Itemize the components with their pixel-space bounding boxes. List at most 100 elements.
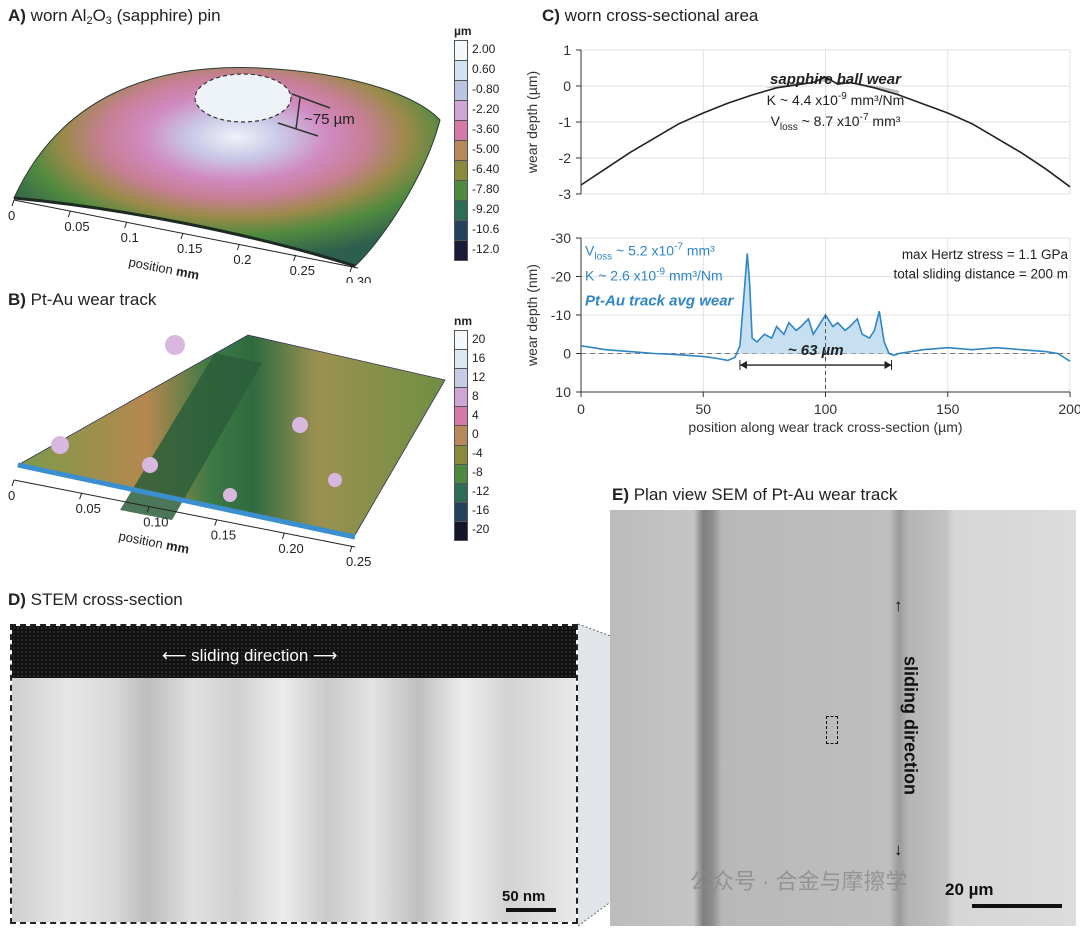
x-axis-label: position along wear track cross-section … xyxy=(688,419,962,435)
colorbar-tick-label: -20 xyxy=(472,522,490,537)
colorbar-cell xyxy=(454,240,468,261)
y-tick-label: -20 xyxy=(551,269,571,285)
colorbar-a: µm 2.00 0.60 -0.80 -2.20 -3.60 -5.00 -6.40 -7.8… xyxy=(454,24,504,270)
arrow-down-icon: ↓ xyxy=(894,840,903,859)
asperity xyxy=(51,436,69,454)
panel-b-surface: 0 0.05 0.10 0.15 0.20 0.25 position mm xyxy=(8,334,446,569)
axis-tick-label: 0.05 xyxy=(76,501,101,516)
stem-scale-bar xyxy=(506,908,556,912)
axis-tick xyxy=(67,210,71,218)
axis-tick xyxy=(11,199,15,207)
arrow-right-icon: ⟶ xyxy=(308,646,338,665)
colorbar-cell xyxy=(454,444,468,465)
dim-line-vertical xyxy=(295,97,301,130)
colorbar-cell xyxy=(454,501,468,522)
colorbar-b: nm 20 16 12 8 4 0 -4 -8 -12 -16 -20 xyxy=(454,314,504,550)
x-tick-label: 200 xyxy=(1058,401,1080,417)
axis-tick xyxy=(79,493,83,500)
colorbar-tick-label: -12 xyxy=(472,484,490,499)
track-edge xyxy=(17,462,356,540)
colorbar-tick-label: -9.20 xyxy=(472,202,500,216)
y-tick-label: -3 xyxy=(559,186,572,202)
y-axis-label: wear depth (nm) xyxy=(524,264,540,367)
width-label: ~ 63 µm xyxy=(788,342,844,359)
colorbar-tick-label: -4 xyxy=(472,446,483,461)
panel-a-title: A) worn Al2O3 (sapphire) pin xyxy=(8,6,221,27)
panel-a-axis xyxy=(13,199,359,269)
axis-tick xyxy=(214,519,218,526)
colorbar-cell xyxy=(454,387,468,408)
axis-tick-label: 0 xyxy=(8,208,15,223)
y-tick-label: 0 xyxy=(563,78,571,94)
annotation-k: K ~ 2.6 x10-9 mm³/Nm xyxy=(585,266,723,283)
asperity xyxy=(142,457,158,473)
colorbar-cell xyxy=(454,40,468,61)
colorbar-tick-label: -5.00 xyxy=(472,142,500,156)
colorbar-cell xyxy=(454,520,468,541)
arrow-up-icon: ↑ xyxy=(894,596,903,615)
x-tick-label: 150 xyxy=(936,401,960,417)
axis-tick xyxy=(349,265,353,273)
axis-tick-label: 0.30 xyxy=(346,274,371,283)
x-tick-label: 0 xyxy=(577,401,585,417)
colorbar-tick-label: -6.40 xyxy=(472,162,500,176)
x-tick-label: 100 xyxy=(814,401,838,417)
wear-area-fill xyxy=(739,253,890,354)
colorbar-tick-label: -10.6 xyxy=(472,222,500,236)
axis-tick-label: 0 xyxy=(8,488,15,503)
annotation-k: K ~ 4.4 x10-9 mm³/Nm xyxy=(767,91,905,108)
asperity xyxy=(328,473,342,487)
arrow-left-icon xyxy=(739,361,747,370)
y-tick-label: -1 xyxy=(559,114,572,130)
pin-surface-edge xyxy=(13,196,356,268)
annotation-title: sapphire ball wear xyxy=(770,71,902,88)
colorbar-b-unit: nm xyxy=(454,314,472,328)
colorbar-tick-label: 0.60 xyxy=(472,62,496,76)
axis-tick-label: 0.15 xyxy=(211,528,236,543)
axis-tick xyxy=(11,479,15,487)
dim-line-bottom xyxy=(277,122,319,137)
colorbar-cell xyxy=(454,482,468,503)
stem-scale-label: 50 nm xyxy=(502,888,546,905)
axis-tick xyxy=(349,545,353,553)
stem-protective-layer xyxy=(12,626,576,678)
stem-image: ⟵ sliding direction ⟶ 50 nm xyxy=(10,624,578,924)
asperity xyxy=(223,488,237,502)
axis-tick-label: 0.05 xyxy=(64,219,89,234)
arrow-left-icon: ⟵ xyxy=(162,646,192,665)
colorbar-cell xyxy=(454,60,468,81)
colorbar-tick-label: 16 xyxy=(472,350,486,365)
colorbar-cell xyxy=(454,406,468,427)
colorbar-cell xyxy=(454,160,468,181)
panel-b-axis-label: position mm xyxy=(117,528,190,556)
panel-d-title: D) STEM cross-section xyxy=(8,590,183,609)
colorbar-tick-label: -16 xyxy=(472,503,490,518)
colorbar-cell xyxy=(454,120,468,141)
colorbar-tick-label: -3.60 xyxy=(472,122,500,136)
scar-size-label: ~75 µm xyxy=(304,111,355,128)
note-hertz-stress: max Hertz stress = 1.1 GPa xyxy=(902,247,1069,262)
stem-location-box xyxy=(826,716,838,744)
wear-groove xyxy=(120,353,262,520)
panel-c-title: C) worn cross-sectional area xyxy=(542,6,759,25)
axis-tick xyxy=(293,254,297,262)
y-tick-label: 1 xyxy=(563,42,571,58)
axis-tick-label: 0.1 xyxy=(121,230,139,245)
asperity xyxy=(292,417,308,433)
colorbar-cell xyxy=(454,200,468,221)
sem-sliding-direction: sliding direction xyxy=(900,655,921,795)
colorbar-cell xyxy=(454,349,468,370)
asperity xyxy=(165,335,185,355)
axis-tick-label: 0.25 xyxy=(346,554,371,569)
colorbar-cell xyxy=(454,425,468,446)
panel-b-title: B) Pt-Au wear track xyxy=(8,290,157,309)
dim-line-top xyxy=(291,93,331,109)
sem-scale-bar xyxy=(972,904,1062,908)
colorbar-tick-label: 8 xyxy=(472,388,479,403)
colorbar-tick-label: -0.80 xyxy=(472,82,500,96)
axis-tick xyxy=(236,243,240,251)
y-tick-label: 10 xyxy=(555,384,571,400)
axis-tick xyxy=(146,506,150,513)
